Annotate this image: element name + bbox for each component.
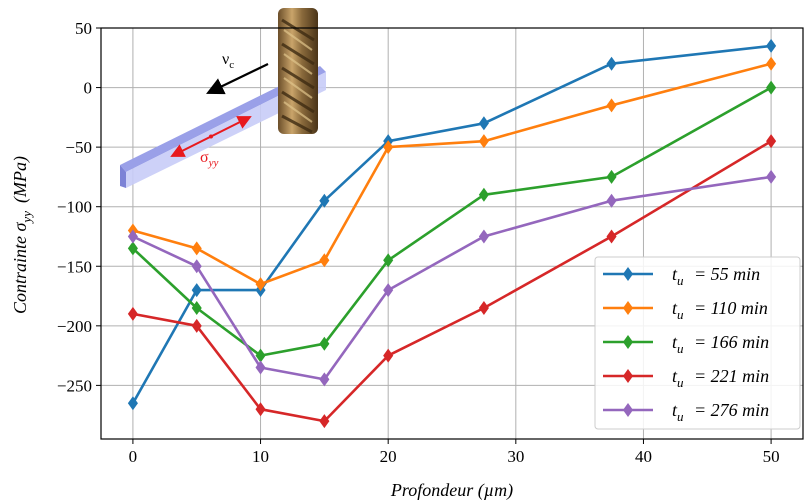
data-point: [766, 56, 777, 71]
series-lines: [127, 38, 777, 429]
series-1: [127, 56, 777, 292]
data-point: [319, 336, 330, 351]
x-tick-label: 50: [763, 447, 780, 466]
data-point: [766, 134, 777, 149]
series-0: [127, 38, 777, 411]
stress-label: σyy: [200, 149, 219, 169]
legend: tu = 55 min tu = 110 min tu = 166 min tu = …: [594, 256, 801, 430]
legend-marker: [622, 301, 634, 315]
legend-item: tu = 110 min: [603, 298, 768, 322]
legend-item: tu = 276 min: [603, 400, 769, 424]
legend-item: tu = 166 min: [603, 332, 769, 356]
data-point: [478, 229, 489, 244]
y-tick-label: −150: [57, 257, 92, 276]
data-point: [191, 259, 202, 274]
y-tick-label: −100: [57, 198, 92, 217]
y-tick-label: 0: [84, 79, 93, 98]
x-axis-label: Profondeur (µm): [390, 480, 513, 501]
data-point: [766, 80, 777, 95]
legend-label: tu = 55 min: [672, 264, 760, 288]
series-2: [127, 80, 777, 363]
legend-box: [594, 256, 801, 430]
legend-label: tu = 110 min: [672, 298, 768, 322]
series-line: [132, 175, 772, 381]
x-tick-label: 30: [507, 447, 524, 466]
data-point: [606, 229, 617, 244]
data-point: [766, 169, 777, 184]
y-axis-label: Contrainte σyy(MPa): [10, 156, 34, 314]
y-tick-label: −200: [57, 317, 92, 336]
data-point: [191, 300, 202, 315]
x-tick-label: 10: [252, 447, 269, 466]
data-point: [766, 38, 777, 53]
series-line: [132, 86, 772, 357]
data-point: [478, 300, 489, 315]
data-point: [255, 402, 266, 417]
x-tick-label: 20: [380, 447, 397, 466]
data-point: [478, 134, 489, 149]
cutting-inset-illustration: νc σyy: [120, 8, 326, 188]
legend-marker: [622, 369, 634, 383]
data-point: [606, 193, 617, 208]
series-line: [131, 44, 772, 404]
data-point: [255, 348, 266, 363]
legend-label: tu = 166 min: [672, 332, 769, 356]
series-3: [127, 134, 777, 429]
series-line: [132, 140, 772, 423]
legend-marker: [622, 335, 634, 349]
legend-marker: [622, 267, 634, 281]
legend-label: tu = 221 min: [672, 366, 769, 390]
data-point: [478, 187, 489, 202]
data-point: [383, 140, 394, 155]
data-point: [127, 229, 138, 244]
series-4: [127, 169, 777, 387]
data-point: [319, 253, 330, 268]
y-tick-label: 50: [75, 19, 92, 38]
data-point: [606, 169, 617, 184]
data-point: [478, 116, 489, 131]
data-point: [319, 414, 330, 429]
legend-item: tu = 221 min: [603, 366, 769, 390]
axis-ticks: 0 10 20 30 40 50 50 0 −50 −100 −150 −200 −250: [57, 19, 780, 466]
legend-item: tu = 55 min: [603, 264, 760, 288]
data-point: [255, 360, 266, 375]
data-point: [127, 241, 138, 256]
data-point: [127, 396, 138, 411]
velocity-label: νc: [222, 51, 234, 71]
x-tick-label: 0: [129, 447, 138, 466]
data-point: [606, 56, 617, 71]
velocity-arrow: [206, 63, 269, 95]
legend-marker: [622, 403, 634, 417]
series-line: [132, 62, 772, 286]
plot-frame: [100, 27, 804, 440]
data-point: [606, 98, 617, 113]
legend-label: tu = 276 min: [672, 400, 769, 424]
x-tick-label: 40: [635, 447, 652, 466]
data-point: [319, 372, 330, 387]
stress-point: [209, 134, 213, 139]
data-point: [255, 277, 266, 292]
data-point: [319, 193, 330, 208]
data-point: [191, 318, 202, 333]
y-tick-label: −50: [65, 138, 92, 157]
data-point: [383, 283, 394, 298]
data-point: [127, 306, 138, 321]
data-point: [383, 253, 394, 268]
data-point: [191, 283, 202, 298]
y-tick-label: −250: [57, 376, 92, 395]
data-point: [191, 241, 202, 256]
milling-tool-icon: [278, 8, 318, 134]
data-point: [383, 348, 394, 363]
